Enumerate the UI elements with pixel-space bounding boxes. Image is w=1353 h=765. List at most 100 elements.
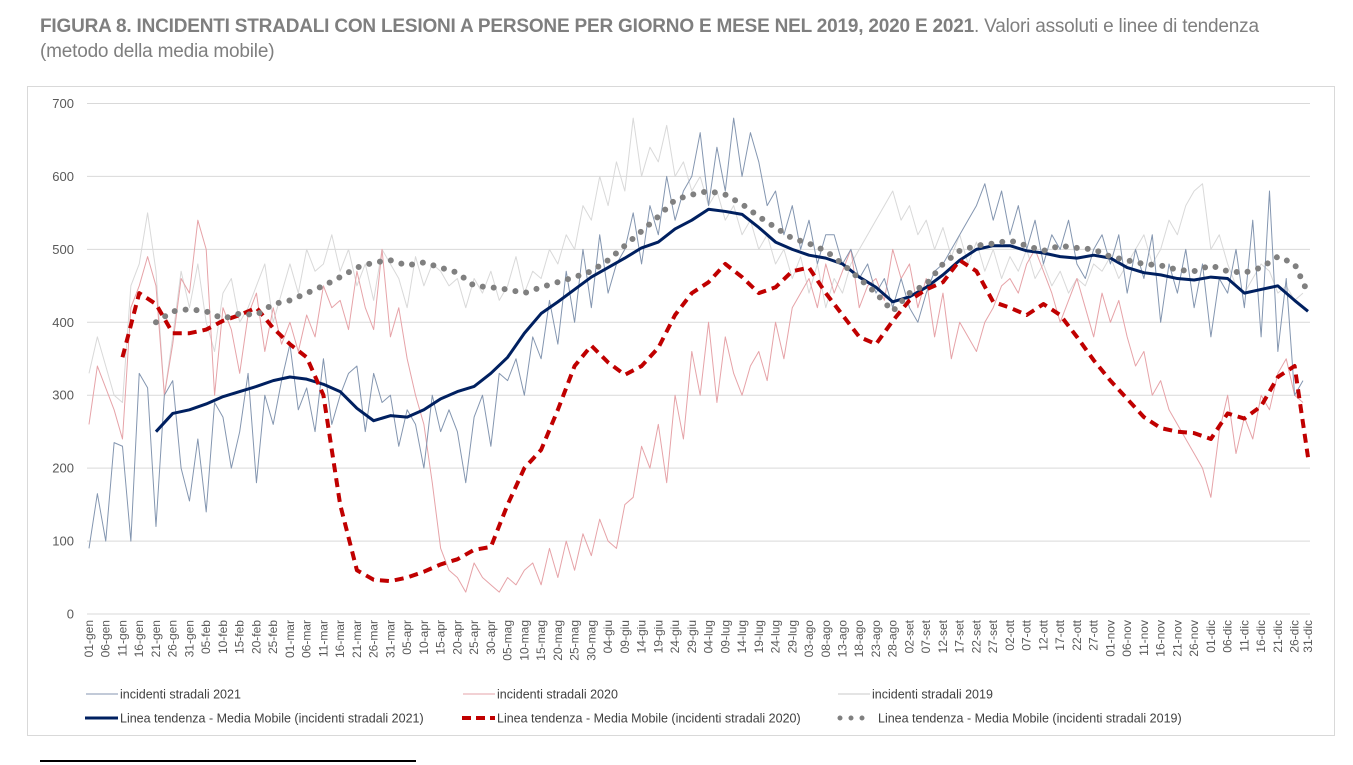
- y-tick-label: 100: [52, 534, 74, 549]
- y-tick-label: 200: [52, 461, 74, 476]
- x-tick-label: 19-lug: [752, 620, 766, 653]
- x-tick-label: 18-ago: [852, 620, 866, 658]
- x-tick-label: 09-lug: [718, 620, 732, 653]
- x-tick-label: 23-ago: [869, 620, 883, 658]
- legend-label: incidenti stradali 2021: [120, 688, 241, 702]
- x-tick-label: 29-lug: [785, 620, 799, 653]
- x-tick-label: 03-ago: [802, 620, 816, 658]
- x-tick-label: 04-giu: [601, 620, 615, 653]
- x-tick-label: 21-dic: [1271, 620, 1285, 653]
- x-tick-label: 30-apr: [484, 620, 498, 655]
- legend: incidenti stradali 2021 incidenti stradal…: [85, 688, 1182, 726]
- figure-title: FIGURA 8. INCIDENTI STRADALI CON LESIONI…: [40, 14, 1330, 64]
- x-tick-label: 21-mar: [350, 620, 364, 658]
- x-tick-label: 15-apr: [434, 620, 448, 655]
- x-tick-label: 13-ago: [836, 620, 850, 658]
- legend-label: incidenti stradali 2020: [497, 688, 618, 702]
- y-tick-label: 700: [52, 96, 74, 111]
- x-tick-label: 04-lug: [702, 620, 716, 653]
- x-tick-label: 22-ott: [1070, 619, 1084, 650]
- x-tick-label: 30-mag: [584, 620, 598, 661]
- x-tick-label: 11-nov: [1137, 620, 1151, 656]
- x-tick-label: 06-dic: [1221, 620, 1235, 653]
- x-tick-label: 14-giu: [635, 620, 649, 653]
- trend-line-2019: [152, 187, 1311, 326]
- x-tick-label: 25-mag: [568, 620, 582, 661]
- x-tick-label: 11-dic: [1237, 620, 1251, 652]
- y-tick-label: 600: [52, 169, 74, 184]
- x-tick-label: 25-feb: [266, 620, 280, 654]
- x-tick-label: 05-mag: [501, 620, 515, 661]
- x-tick-label: 31-gen: [182, 620, 196, 657]
- x-tick-label: 26-mar: [367, 620, 381, 658]
- x-tick-label: 26-dic: [1288, 620, 1302, 653]
- x-tick-label: 11-mar: [316, 620, 330, 657]
- x-tick-label: 02-ott: [1003, 619, 1017, 650]
- legend-label: Linea tendenza - Media Mobile (incidenti…: [120, 712, 424, 726]
- x-tick-label: 01-gen: [82, 620, 96, 657]
- x-tick-label: 17-ott: [1053, 619, 1067, 650]
- x-tick-label: 06-gen: [99, 620, 113, 657]
- x-tick-label: 31-dic: [1301, 620, 1315, 653]
- raw-line-1: [88, 219, 1304, 593]
- gridlines: [87, 103, 1310, 615]
- x-tick-label: 10-mag: [517, 620, 531, 661]
- x-tick-label: 09-giu: [618, 620, 632, 653]
- x-tick-label: 16-gen: [132, 620, 146, 657]
- x-tick-label: 28-ago: [886, 620, 900, 658]
- legend-label: Linea tendenza - Media Mobile (incidenti…: [878, 712, 1182, 726]
- x-tick-label: 01-dic: [1204, 620, 1218, 653]
- x-tick-label: 05-apr: [400, 620, 414, 655]
- x-tick-label: 08-ago: [819, 620, 833, 658]
- x-tick-label: 01-nov: [1103, 620, 1117, 657]
- y-axis-ticks: 0 100 200 300 400 500 600 700: [52, 96, 74, 622]
- x-tick-label: 05-feb: [199, 620, 213, 654]
- x-tick-label: 02-set: [902, 619, 916, 653]
- y-tick-label: 0: [67, 607, 74, 622]
- x-tick-label: 27-set: [986, 619, 1000, 653]
- x-tick-label: 07-set: [919, 619, 933, 653]
- x-tick-label: 12-set: [936, 619, 950, 653]
- x-tick-label: 22-set: [969, 619, 983, 653]
- x-tick-label: 21-gen: [149, 620, 163, 657]
- y-tick-label: 400: [52, 315, 74, 330]
- x-tick-label: 29-giu: [685, 620, 699, 653]
- x-tick-label: 01-mar: [283, 620, 297, 658]
- trend-line-2021: [154, 207, 1309, 433]
- x-tick-label: 31-mar: [383, 620, 397, 658]
- x-tick-label: 10-apr: [417, 620, 431, 655]
- x-tick-label: 27-ott: [1087, 619, 1101, 650]
- raw-line-2: [88, 117, 1304, 404]
- legend-label: Linea tendenza - Media Mobile (incidenti…: [497, 712, 801, 726]
- x-tick-label: 16-dic: [1254, 620, 1268, 653]
- x-tick-label: 24-giu: [668, 620, 682, 653]
- x-tick-label: 19-giu: [651, 620, 665, 653]
- x-axis-ticks: 01-gen 06-gen 11-gen 16-gen 21-gen 26-gen 31-g…: [82, 619, 1315, 660]
- x-tick-label: 26-nov: [1187, 620, 1201, 657]
- x-tick-label: 25-apr: [467, 620, 481, 655]
- x-tick-label: 07-ott: [1020, 619, 1034, 650]
- x-tick-label: 12-ott: [1036, 619, 1050, 650]
- x-tick-label: 06-nov: [1120, 620, 1134, 657]
- x-tick-label: 16-mar: [333, 620, 347, 658]
- chart-frame: [27, 86, 1335, 736]
- y-tick-label: 500: [52, 242, 74, 257]
- trend-series: [120, 187, 1311, 584]
- x-tick-label: 26-gen: [166, 620, 180, 657]
- raw-line-0: [88, 117, 1304, 549]
- figure-title-rest: . Valori assoluti e linee di tendenza (m…: [40, 16, 1259, 62]
- x-tick-label: 14-lug: [735, 620, 749, 653]
- x-tick-label: 21-nov: [1170, 620, 1184, 657]
- trend-line-2020: [120, 258, 1310, 584]
- legend-label: incidenti stradali 2019: [872, 688, 993, 702]
- x-tick-label: 20-apr: [450, 620, 464, 655]
- x-tick-label: 16-nov: [1154, 620, 1168, 657]
- x-tick-label: 06-mar: [300, 620, 314, 658]
- x-tick-label: 17-set: [953, 619, 967, 653]
- figure-title-bold: FIGURA 8. INCIDENTI STRADALI CON LESIONI…: [40, 16, 974, 37]
- x-tick-label: 15-mag: [534, 620, 548, 661]
- raw-series: [88, 117, 1304, 593]
- x-tick-label: 24-lug: [769, 620, 783, 653]
- x-tick-label: 10-feb: [216, 620, 230, 654]
